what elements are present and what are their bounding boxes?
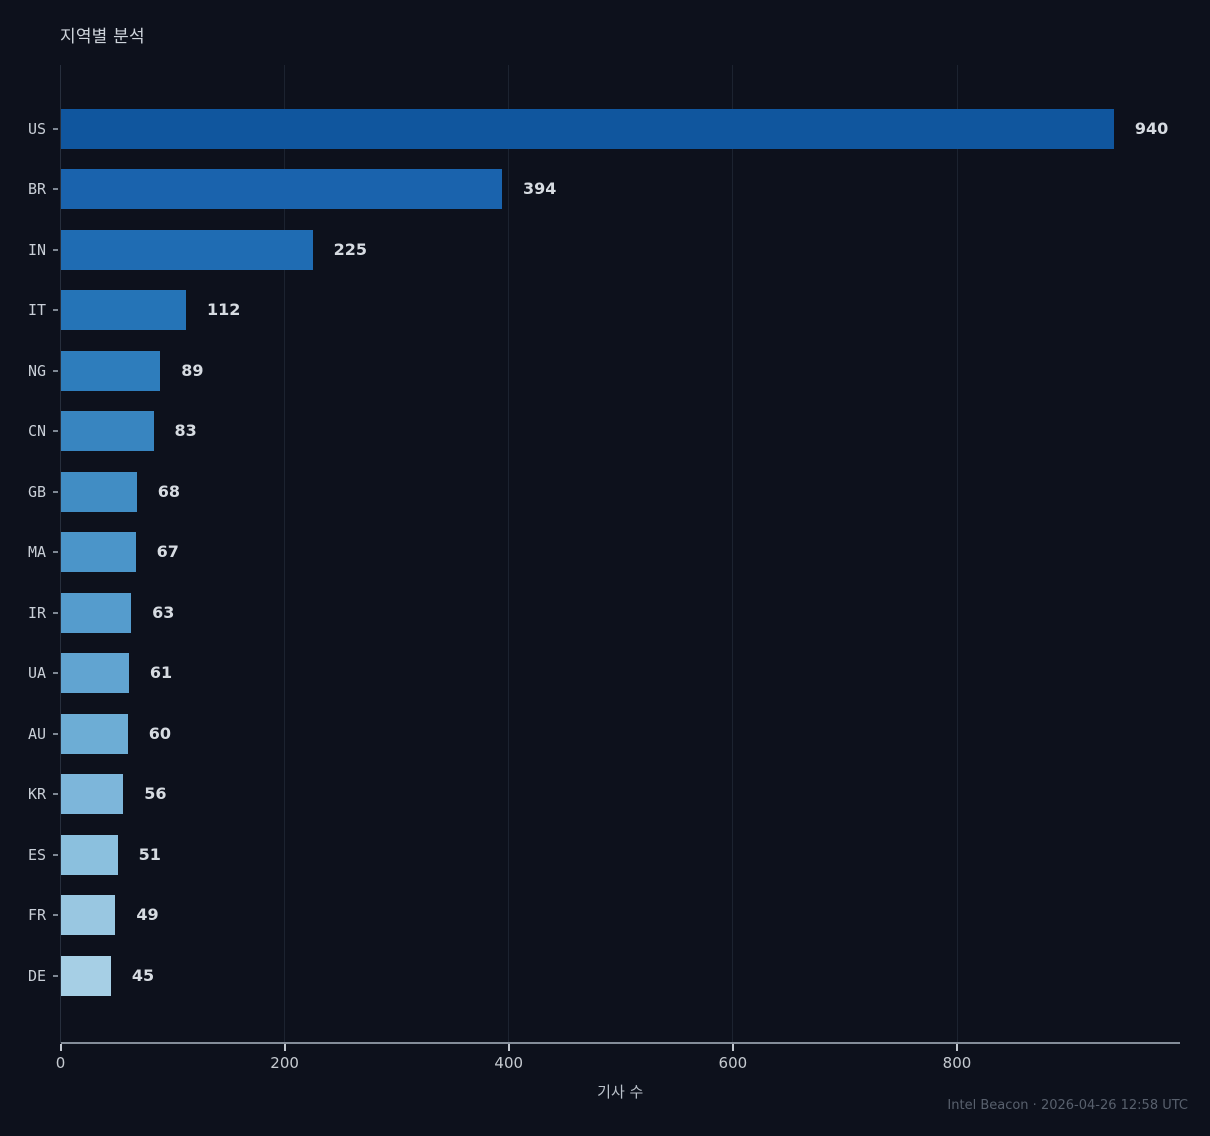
- y-tick-label-MA: MA: [27, 543, 46, 562]
- bar-BR: [60, 169, 503, 210]
- bar-value-GB: 68: [157, 481, 180, 501]
- x-tick-label-600: 600: [718, 1054, 748, 1072]
- bar-NG: [60, 350, 161, 391]
- y-tick-mark-KR: [53, 793, 58, 796]
- bar-value-CN: 83: [174, 421, 197, 441]
- bar-value-KR: 56: [144, 784, 167, 804]
- x-tick-label-800: 800: [942, 1054, 972, 1072]
- y-tick-mark-IR: [53, 611, 58, 614]
- y-tick-mark-UA: [53, 672, 58, 675]
- x-axis-label: 기사 수: [597, 1083, 644, 1101]
- bar-US: [60, 108, 1114, 149]
- y-tick-label-CN: CN: [27, 422, 46, 441]
- y-tick-mark-GB: [53, 490, 58, 493]
- x-tick-mark-0: [59, 1044, 62, 1051]
- x-tick-mark-400: [507, 1044, 510, 1051]
- footer-attribution: Intel Beacon · 2026-04-26 12:58 UTC: [947, 1098, 1188, 1113]
- bar-value-NG: 89: [181, 360, 204, 380]
- bar-value-DE: 45: [131, 965, 155, 985]
- y-tick-label-DE: DE: [27, 966, 46, 985]
- bar-value-FR: 49: [136, 905, 159, 925]
- bar-KR: [60, 774, 124, 815]
- x-axis-spine: [60, 1042, 1180, 1044]
- y-tick-mark-ES: [53, 853, 58, 856]
- x-tick-label-400: 400: [494, 1054, 524, 1072]
- y-tick-label-FR: FR: [27, 906, 46, 925]
- x-tick-mark-800: [956, 1044, 958, 1051]
- y-tick-mark-IN: [53, 248, 58, 251]
- y-tick-mark-US: [53, 127, 58, 130]
- y-tick-label-US: US: [27, 119, 46, 138]
- bar-value-IR: 63: [152, 602, 175, 622]
- y-tick-label-AU: AU: [27, 724, 46, 743]
- bar-value-AU: 60: [148, 723, 171, 743]
- bar-value-IT: 112: [207, 300, 241, 320]
- y-tick-label-KR: KR: [27, 785, 46, 804]
- y-tick-label-IN: IN: [27, 240, 46, 259]
- bar-value-US: 940: [1134, 118, 1169, 138]
- y-tick-mark-NG: [53, 369, 58, 372]
- bar-GB: [60, 471, 137, 512]
- x-tick-label-0: 0: [55, 1054, 66, 1072]
- x-tick-mark-200: [283, 1044, 286, 1051]
- bar-ES: [60, 834, 118, 875]
- y-tick-mark-AU: [53, 732, 58, 735]
- gridline-x800: [956, 65, 958, 1043]
- gridline-x200: [284, 65, 286, 1043]
- bar-value-IN: 225: [333, 239, 368, 259]
- bar-CN: [60, 411, 154, 452]
- y-tick-mark-BR: [53, 188, 58, 191]
- y-tick-mark-IT: [53, 309, 58, 312]
- y-tick-mark-FR: [53, 914, 58, 917]
- bar-FR: [60, 895, 116, 936]
- y-tick-label-NG: NG: [27, 361, 46, 380]
- bar-value-ES: 51: [138, 844, 161, 864]
- bar-value-UA: 61: [149, 663, 173, 683]
- gridline-x400: [508, 65, 510, 1043]
- bar-IT: [60, 290, 186, 331]
- y-tick-label-BR: BR: [27, 180, 46, 199]
- y-tick-label-ES: ES: [27, 845, 46, 864]
- y-tick-label-IR: IR: [27, 603, 46, 622]
- x-tick-label-200: 200: [270, 1054, 299, 1072]
- bar-IN: [60, 229, 313, 270]
- bar-MA: [60, 532, 136, 573]
- y-tick-mark-MA: [53, 551, 58, 554]
- bar-IR: [60, 592, 132, 633]
- x-tick-mark-600: [731, 1044, 734, 1051]
- bar-UA: [60, 653, 129, 694]
- bar-AU: [60, 713, 128, 754]
- chart-title: 지역별 분석: [60, 27, 145, 47]
- y-tick-label-UA: UA: [27, 664, 46, 683]
- bar-DE: [60, 955, 111, 996]
- bar-value-BR: 394: [523, 179, 557, 199]
- y-tick-mark-DE: [53, 974, 58, 977]
- y-tick-label-IT: IT: [27, 301, 46, 320]
- y-tick-label-GB: GB: [27, 482, 46, 501]
- y-tick-mark-CN: [53, 430, 58, 433]
- bar-value-MA: 67: [156, 542, 179, 562]
- gridline-x600: [732, 65, 734, 1043]
